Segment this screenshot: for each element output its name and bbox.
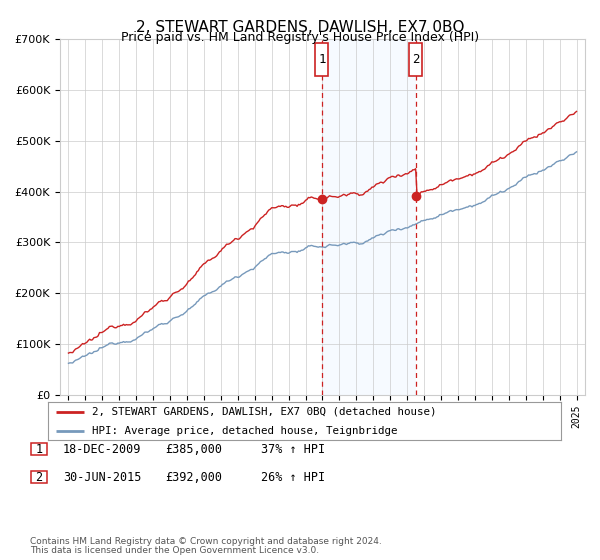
FancyBboxPatch shape: [409, 43, 422, 76]
Text: 2: 2: [35, 470, 43, 484]
Text: £385,000: £385,000: [165, 442, 222, 456]
Bar: [322, 39, 416, 395]
Text: 2: 2: [412, 53, 419, 66]
Text: 1: 1: [35, 442, 43, 456]
Text: HPI: Average price, detached house, Teignbridge: HPI: Average price, detached house, Teig…: [92, 426, 397, 436]
Text: 1: 1: [318, 53, 326, 66]
Text: 18-DEC-2009: 18-DEC-2009: [63, 442, 142, 456]
Text: Contains HM Land Registry data © Crown copyright and database right 2024.: Contains HM Land Registry data © Crown c…: [30, 538, 382, 547]
Text: Price paid vs. HM Land Registry's House Price Index (HPI): Price paid vs. HM Land Registry's House …: [121, 31, 479, 44]
Text: 2, STEWART GARDENS, DAWLISH, EX7 0BQ (detached house): 2, STEWART GARDENS, DAWLISH, EX7 0BQ (de…: [92, 407, 436, 417]
Text: 37% ↑ HPI: 37% ↑ HPI: [261, 442, 325, 456]
FancyBboxPatch shape: [316, 43, 328, 76]
Text: 26% ↑ HPI: 26% ↑ HPI: [261, 470, 325, 484]
Text: 2, STEWART GARDENS, DAWLISH, EX7 0BQ: 2, STEWART GARDENS, DAWLISH, EX7 0BQ: [136, 20, 464, 35]
Text: 30-JUN-2015: 30-JUN-2015: [63, 470, 142, 484]
Text: This data is licensed under the Open Government Licence v3.0.: This data is licensed under the Open Gov…: [30, 547, 319, 556]
Text: £392,000: £392,000: [165, 470, 222, 484]
